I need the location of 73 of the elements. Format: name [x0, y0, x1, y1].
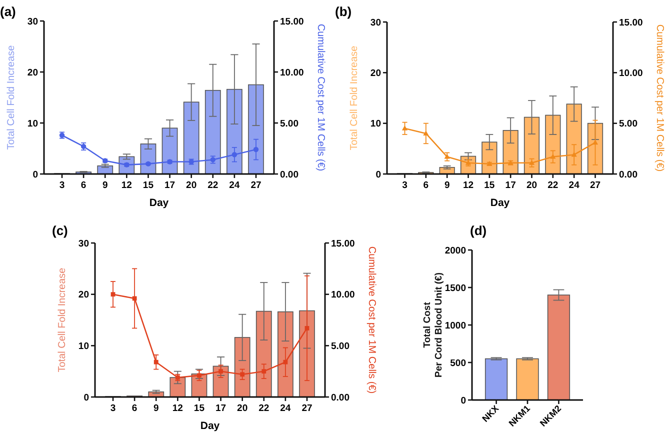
x-tick-label: 3	[402, 180, 408, 191]
chart-title: (b)	[335, 4, 352, 19]
y2-tick-label: 5.00	[331, 340, 350, 352]
x-tick-label: 15	[142, 180, 154, 191]
x-tick-label: 20	[186, 180, 197, 191]
x-tick-label: 22	[208, 180, 218, 191]
x-tick-label: 22	[258, 403, 270, 414]
y-tick-label: 20	[27, 67, 38, 78]
y2-tick-label: 5.00	[280, 118, 298, 130]
y-tick-label: 0	[460, 395, 466, 406]
y-tick-label: 30	[370, 17, 381, 28]
y-tick-label: 30	[27, 16, 38, 28]
x-tick-label: 6	[423, 180, 429, 191]
y-tick-label: 20	[370, 68, 381, 79]
y-tick-label: 10	[78, 340, 89, 352]
y-axis-title: Total Cost Per Cord Blood Unit (€)	[422, 272, 444, 378]
x-tick-label: 9	[102, 180, 108, 191]
y-tick-label: 2000	[444, 245, 466, 256]
x-tick-label: 27	[302, 403, 312, 414]
y2-tick-label: 10.00	[280, 67, 304, 78]
x-tick-label: 9	[153, 403, 159, 414]
x-tick-label: 17	[215, 403, 226, 414]
y2-tick-label: 15.00	[280, 16, 304, 28]
x-tick-label: 9	[444, 180, 450, 191]
x-tick-label: 24	[280, 403, 292, 414]
x-tick-label: 6	[132, 403, 138, 414]
y2-tick-label: 15.00	[331, 238, 355, 250]
x-tick-label: 3	[59, 180, 65, 191]
x-tick-label: 15	[194, 403, 206, 414]
y-tick-label: 1500	[444, 282, 466, 294]
y-tick-label: 0	[376, 169, 381, 180]
y-tick-label: 0	[32, 169, 38, 180]
y2-tick-label: 15.00	[619, 17, 643, 28]
y2-tick-label: 0.00	[280, 169, 298, 180]
x-tick-label: 22	[548, 180, 558, 191]
x-axis-title: Day	[200, 420, 220, 432]
x-axis-title: Day	[149, 197, 169, 209]
y2-axis-title: Cumulative Cost per 1M Cells (€)	[315, 24, 326, 172]
x-tick-label: 17	[505, 180, 516, 191]
x-axis-title: Day	[490, 197, 510, 209]
y-axis-title: Total Cell Fold Increase	[6, 44, 17, 150]
x-tick-label: 27	[590, 180, 601, 191]
y2-axis-title: Cumulative Cost per 1M Cells (€)	[654, 24, 665, 172]
chart-title: (d)	[470, 223, 487, 238]
y-tick-label: 30	[78, 238, 89, 250]
x-tick-label: 12	[121, 180, 132, 191]
y-axis-title: Total Cell Fold Increase	[349, 45, 360, 150]
chart-title: (a)	[0, 4, 16, 19]
y2-axis-title: Cumulative Cost per 1M Cells (€)	[366, 246, 377, 394]
y2-tick-label: 5.00	[619, 118, 638, 130]
y-tick-label: 10	[27, 118, 38, 130]
x-tick-label: 15	[484, 180, 496, 191]
y2-tick-label: 0.00	[331, 392, 350, 404]
y-tick-label: 1000	[444, 320, 466, 332]
y-tick-label: 0	[84, 392, 89, 404]
x-tick-label: 6	[80, 180, 86, 191]
chart-title: (c)	[52, 223, 68, 238]
y-tick-label: 500	[450, 358, 466, 369]
x-tick-label: 20	[526, 180, 538, 191]
x-tick-label: 27	[250, 180, 262, 191]
x-tick-label: 20	[237, 403, 248, 414]
x-tick-label: 12	[462, 180, 474, 191]
y-axis-title: Total Cell Fold Increase	[57, 267, 68, 372]
x-tick-label: 17	[164, 180, 176, 191]
y-tick-label: 20	[78, 290, 89, 301]
y2-tick-label: 10.00	[331, 290, 355, 301]
x-tick-label: 3	[110, 403, 116, 414]
y2-tick-label: 10.00	[619, 68, 643, 79]
x-tick-label: 24	[568, 180, 580, 191]
x-tick-label: 12	[172, 403, 183, 414]
y-tick-label: 10	[370, 118, 381, 130]
x-tick-label: 24	[229, 180, 240, 191]
y2-tick-label: 0.00	[619, 169, 638, 180]
